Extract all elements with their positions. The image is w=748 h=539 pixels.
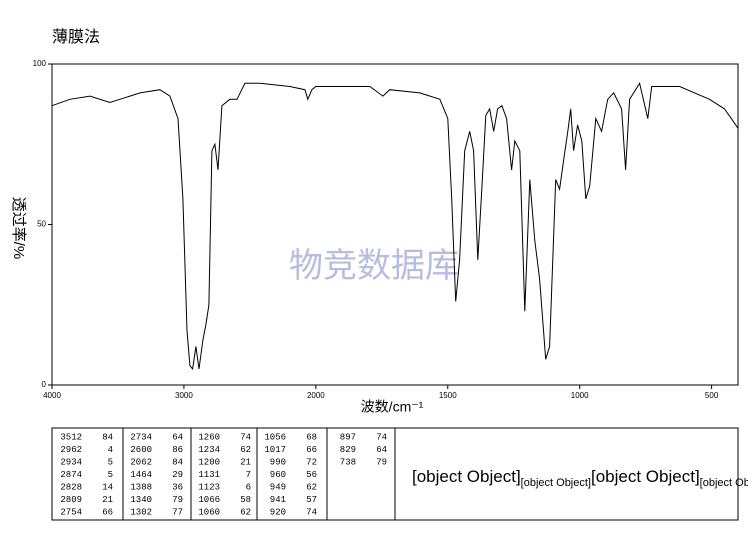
- peak-wavenumber: 1200: [198, 457, 220, 467]
- peak-transmittance: 62: [240, 445, 251, 455]
- peak-transmittance: 62: [240, 507, 251, 517]
- peak-wavenumber: 1123: [198, 482, 220, 492]
- peak-wavenumber: 829: [340, 445, 356, 455]
- plot-frame: [51, 63, 739, 386]
- x-tick-label: 1000: [571, 391, 589, 400]
- peak-wavenumber: 920: [270, 507, 286, 517]
- peak-transmittance: 36: [172, 482, 183, 492]
- y-axis-label: 透过率/%: [10, 197, 27, 260]
- peak-transmittance: 66: [306, 445, 317, 455]
- formula-part: [object Object]: [700, 477, 748, 489]
- peak-transmittance: 84: [102, 432, 113, 442]
- peak-wavenumber: 1340: [130, 495, 152, 505]
- x-tick-label: 500: [705, 391, 719, 400]
- peak-wavenumber: 897: [340, 432, 356, 442]
- peak-transmittance: 84: [172, 457, 183, 467]
- peak-wavenumber: 2062: [130, 457, 152, 467]
- peak-wavenumber: 949: [270, 482, 286, 492]
- peak-wavenumber: 1302: [130, 507, 152, 517]
- peak-transmittance: 64: [376, 445, 387, 455]
- formula-part: [object Object]: [591, 467, 700, 486]
- peak-wavenumber: 1060: [198, 507, 220, 517]
- peak-wavenumber: 2734: [130, 432, 152, 442]
- peak-wavenumber: 1260: [198, 432, 220, 442]
- peak-wavenumber: 1017: [264, 445, 286, 455]
- peak-wavenumber: 2600: [130, 445, 152, 455]
- watermark: 物竞数据库: [289, 247, 459, 285]
- x-tick-label: 3000: [175, 391, 193, 400]
- peak-wavenumber: 2754: [60, 507, 82, 517]
- peak-wavenumber: 960: [270, 470, 286, 480]
- peak-transmittance: 68: [306, 432, 317, 442]
- peak-wavenumber: 1388: [130, 482, 152, 492]
- peak-transmittance: 4: [108, 445, 113, 455]
- peak-transmittance: 56: [306, 470, 317, 480]
- peak-wavenumber: 2874: [60, 470, 82, 480]
- formula-part: [object Object]: [521, 477, 591, 489]
- peak-wavenumber: 1131: [198, 470, 220, 480]
- peak-transmittance: 29: [172, 470, 183, 480]
- spectrum-line: [51, 82, 739, 371]
- structural-formula: [object Object][object Object][object Ob…: [412, 467, 748, 488]
- peak-wavenumber: 1464: [130, 470, 152, 480]
- peak-transmittance: 66: [102, 507, 113, 517]
- peak-transmittance: 5: [108, 457, 113, 467]
- peak-transmittance: 79: [172, 495, 183, 505]
- peak-wavenumber: 941: [270, 495, 286, 505]
- formula-part: [object Object]: [412, 467, 521, 486]
- peak-transmittance: 6: [246, 482, 251, 492]
- peak-wavenumber: 1234: [198, 445, 220, 455]
- peak-transmittance: 64: [172, 432, 183, 442]
- peak-transmittance: 74: [306, 507, 317, 517]
- x-axis-label: 波数/cm⁻¹: [361, 399, 424, 415]
- peak-wavenumber: 2809: [60, 495, 82, 505]
- peak-transmittance: 7: [246, 470, 251, 480]
- peak-transmittance: 14: [102, 482, 113, 492]
- y-tick-label: 0: [42, 380, 47, 389]
- peak-transmittance: 77: [172, 507, 183, 517]
- peak-transmittance: 74: [240, 432, 251, 442]
- peak-wavenumber: 2962: [60, 445, 82, 455]
- peak-wavenumber: 2828: [60, 482, 82, 492]
- peak-transmittance: 21: [240, 457, 251, 467]
- chart-title: 薄膜法: [52, 28, 100, 46]
- peak-transmittance: 57: [306, 495, 317, 505]
- y-tick-label: 50: [37, 220, 46, 229]
- peak-transmittance: 5: [108, 470, 113, 480]
- peak-wavenumber: 3512: [60, 432, 82, 442]
- peak-wavenumber: 738: [340, 457, 356, 467]
- peak-transmittance: 72: [306, 457, 317, 467]
- peak-transmittance: 21: [102, 495, 113, 505]
- x-tick-label: 1500: [439, 391, 457, 400]
- peak-wavenumber: 2934: [60, 457, 82, 467]
- y-tick-label: 100: [33, 59, 47, 68]
- peak-transmittance: 79: [376, 457, 387, 467]
- x-tick-label: 4000: [43, 391, 61, 400]
- peak-transmittance: 58: [240, 495, 251, 505]
- peak-wavenumber: 990: [270, 457, 286, 467]
- peak-wavenumber: 1066: [198, 495, 220, 505]
- x-tick-label: 2000: [307, 391, 325, 400]
- peak-transmittance: 74: [376, 432, 387, 442]
- peak-transmittance: 62: [306, 482, 317, 492]
- peak-transmittance: 86: [172, 445, 183, 455]
- peak-wavenumber: 1056: [264, 432, 286, 442]
